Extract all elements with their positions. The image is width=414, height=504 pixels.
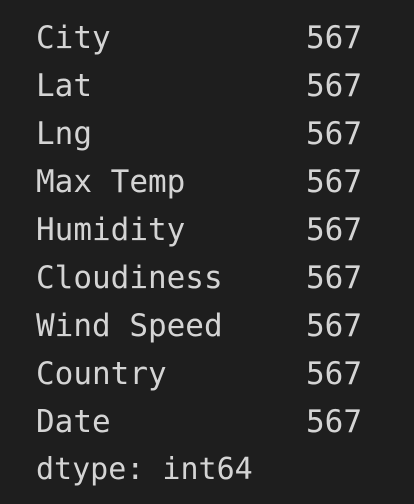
series-row-cloudiness: Cloudiness 567	[0, 254, 414, 302]
series-index-label: Country	[36, 356, 167, 392]
series-row-country: Country 567	[0, 350, 414, 398]
series-count-value: 567	[306, 116, 362, 152]
series-row-lng: Lng 567	[0, 110, 414, 158]
series-row-date: Date 567	[0, 398, 414, 446]
series-dtype-label: dtype: int64	[36, 452, 253, 487]
series-count-value: 567	[306, 404, 362, 440]
series-count-value: 567	[306, 212, 362, 248]
series-row-lat: Lat 567	[0, 62, 414, 110]
series-index-label: City	[36, 20, 111, 56]
series-count-value: 567	[306, 68, 362, 104]
series-row-max-temp: Max Temp 567	[0, 158, 414, 206]
series-index-label: Max Temp	[36, 164, 186, 200]
series-count-value: 567	[306, 164, 362, 200]
series-index-label: Lng	[36, 116, 92, 152]
series-index-label: Date	[36, 404, 111, 440]
series-index-label: Humidity	[36, 212, 186, 248]
series-index-label: Wind Speed	[36, 308, 223, 344]
series-row-humidity: Humidity 567	[0, 206, 414, 254]
series-count-value: 567	[306, 20, 362, 56]
series-index-label: Cloudiness	[36, 260, 223, 296]
series-count-value: 567	[306, 308, 362, 344]
series-row-city: City 567	[0, 14, 414, 62]
series-count-value: 567	[306, 260, 362, 296]
series-count-value: 567	[306, 356, 362, 392]
series-row-wind-speed: Wind Speed 567	[0, 302, 414, 350]
series-index-label: Lat	[36, 68, 92, 104]
